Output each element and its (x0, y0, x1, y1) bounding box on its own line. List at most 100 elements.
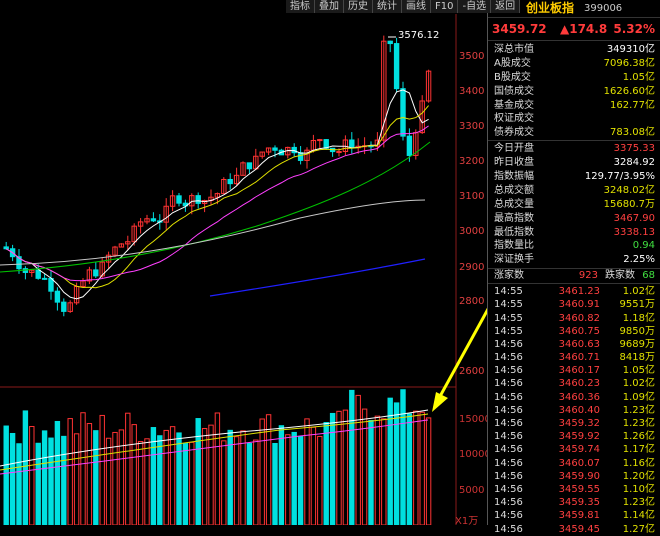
volume-bar (253, 439, 259, 526)
toolbar-button-watchlist[interactable]: -自选 (458, 0, 492, 13)
index-stat-value: 3375.33 (613, 143, 655, 155)
trade-volume: 1.20亿 (622, 470, 655, 482)
volume-bar (169, 426, 176, 526)
volume-bar (374, 415, 381, 526)
price-axis-tick: 2600 (459, 366, 485, 377)
volume-ma-yellow (0, 413, 429, 471)
toolbar-button-indicator[interactable]: 指标 (286, 0, 315, 13)
trade-row: 14:55 3460.75 9850万 (488, 325, 660, 338)
tick-trade-list[interactable]: 14:55 3461.23 1.02亿 14:55 3460.91 9551万 14:55 3… (488, 283, 660, 536)
quote-line: 3459.72 ▲174.8 5.32% (488, 18, 660, 41)
volume-bar (16, 443, 22, 526)
candle-body (387, 40, 393, 45)
candle-body (291, 146, 297, 154)
trade-row: 14:56 3460.71 8418万 (488, 351, 660, 364)
volume-bar (29, 425, 35, 526)
trade-time: 14:56 (494, 391, 523, 403)
trade-row: 14:56 3460.63 9689万 (488, 338, 660, 351)
candle-body (41, 277, 48, 280)
candle-body (201, 199, 208, 204)
candle-body (323, 139, 329, 149)
index-stat-row: 今日开盘 3375.33 (488, 142, 660, 156)
trade-price: 3460.23 (558, 378, 600, 390)
index-stat-row: 指数量比 0.94 (488, 239, 660, 253)
market-stat-row: 债券成交 783.08亿 (488, 126, 660, 140)
index-stat-row: 最高指数 3467.90 (488, 212, 660, 226)
index-stat-label: 深证换手 (494, 254, 534, 266)
candle-body (150, 218, 157, 222)
index-stat-label: 今日开盘 (494, 143, 534, 155)
volume-bar (221, 440, 227, 526)
toolbar-button-overlay[interactable]: 叠加 (315, 0, 344, 13)
trade-time: 14:56 (494, 457, 523, 469)
market-stat-row: A股成交 7096.38亿 (488, 57, 660, 71)
market-stat-value: 349310亿 (606, 44, 655, 55)
trade-price: 3459.90 (558, 470, 600, 482)
trade-row: 14:56 3460.23 1.02亿 (488, 377, 660, 390)
ma10-line (5, 105, 429, 289)
volume-bar (393, 402, 400, 526)
market-stat-row: 深总市值 349310亿 (488, 43, 660, 57)
market-stat-label: 债券成交 (494, 127, 534, 139)
kline-chart-svg (0, 14, 495, 526)
volume-bar (35, 442, 41, 526)
volume-bar (349, 389, 355, 526)
toolbar-button-back[interactable]: 返回 (491, 0, 521, 13)
quote-panel: 6 创业板指 399006 3459.72 ▲174.8 5.32% 深总市值3… (487, 0, 660, 535)
volume-bar (323, 422, 329, 526)
index-stat-value: 2.25% (623, 254, 655, 266)
volume-bar (381, 418, 387, 526)
candle-body (272, 147, 278, 151)
ma250-line (209, 258, 426, 297)
trade-time: 14:56 (494, 338, 523, 350)
candle-body (35, 269, 41, 279)
ma120-line (0, 199, 426, 266)
trade-price: 3460.91 (558, 299, 600, 311)
candle-body (67, 302, 73, 312)
candle-body (112, 246, 118, 256)
index-stat-row: 最低指数 3338.13 (488, 226, 660, 240)
candle-body (169, 195, 176, 207)
index-stat-row: 指数振幅 129.77/3.95% (488, 170, 660, 184)
volume-bar (317, 435, 323, 526)
advance-count: 923 (578, 270, 598, 282)
trade-row: 14:56 3459.74 1.17亿 (488, 443, 660, 456)
trade-volume: 1.09亿 (622, 391, 655, 403)
volume-bar (336, 410, 342, 526)
toolbar-button-f10[interactable]: F10 (431, 0, 459, 13)
volume-bar (291, 431, 297, 526)
trade-volume: 1.10亿 (622, 483, 655, 495)
index-stat-value: 0.94 (632, 240, 655, 252)
annotation-arrow-head (432, 392, 448, 412)
kline-chart-area[interactable]: 指标 叠加 历史 统计 画线 F10 -自选 返回 3576.12 3500 3… (0, 0, 521, 527)
volume-bar (48, 437, 54, 526)
candle-body (419, 100, 425, 134)
volume-bar (176, 432, 182, 526)
candle-body (195, 195, 201, 204)
trade-time: 14:56 (494, 497, 523, 509)
volume-bar (278, 425, 285, 526)
index-stat-label: 最高指数 (494, 212, 534, 224)
volume-bar (93, 430, 99, 526)
candle-body (297, 152, 304, 161)
trade-row: 14:55 3460.91 9551万 (488, 298, 660, 311)
candle-body (48, 277, 54, 292)
volume-bar (285, 434, 291, 526)
trade-row: 14:55 3460.82 1.18亿 (488, 312, 660, 325)
volume-bar (246, 442, 253, 526)
trade-row: 14:56 3459.90 1.20亿 (488, 470, 660, 483)
volume-bar (419, 411, 425, 526)
trade-time: 14:56 (494, 470, 523, 482)
trade-price: 3459.81 (558, 510, 600, 522)
toolbar-button-history[interactable]: 历史 (344, 0, 373, 13)
toolbar-button-drawline[interactable]: 画线 (402, 0, 431, 13)
trade-volume: 1.02亿 (622, 286, 655, 298)
decline-count: 68 (642, 270, 655, 282)
market-stat-label: A股成交 (494, 57, 531, 69)
toolbar-button-stats[interactable]: 统计 (373, 0, 402, 13)
volume-axis-tick: 5000 (459, 485, 485, 496)
index-name[interactable]: 创业板指 (526, 1, 575, 15)
candle-body (425, 70, 432, 102)
trade-volume: 1.17亿 (622, 444, 655, 456)
index-stat-value: 129.77/3.95% (584, 171, 655, 183)
